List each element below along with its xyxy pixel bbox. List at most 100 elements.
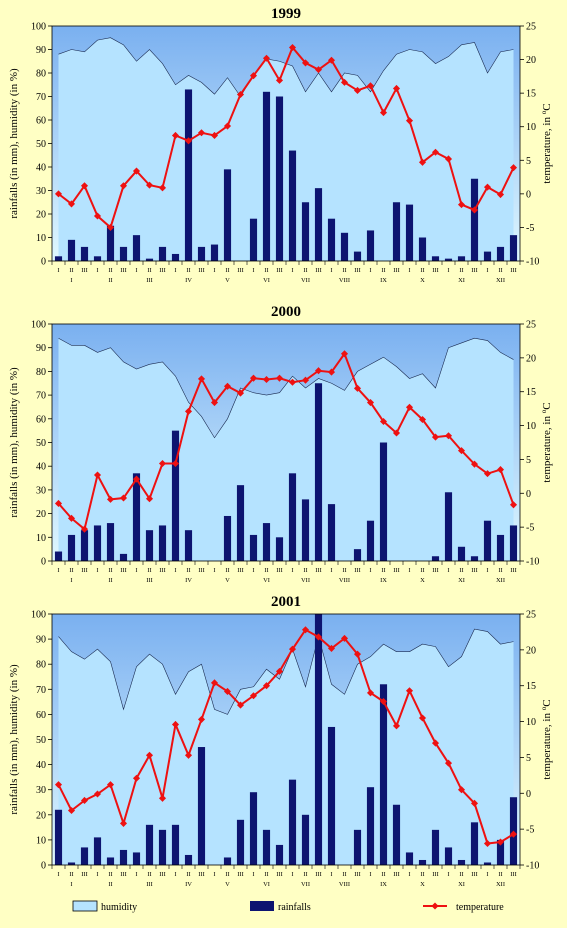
right-axis-unit: C [541,103,553,110]
rainfall-bar [275,537,284,561]
decade-label: I [135,567,137,574]
temperature-marker [496,190,505,199]
temperature-marker [366,689,375,697]
decade-label: I [96,567,98,574]
rainfall-bar [457,546,466,561]
temperature-marker [314,66,323,74]
decade-label: III [198,567,205,574]
month-label: III [146,577,153,584]
temperature-marker [340,78,349,86]
rainfall-bar [431,556,440,561]
decade-label: II [69,567,73,574]
temperature-marker [132,774,141,782]
temperature-marker [340,634,349,642]
month-label: XII [496,881,505,888]
right-tick-label: 5 [526,753,531,764]
right-axis-unit: C [541,699,553,706]
left-tick-label: 70 [36,391,46,402]
temperature-marker [67,514,76,522]
rainfall-bar [54,551,63,561]
left-tick-label: 10 [36,533,46,544]
temperature-marker [275,76,284,84]
right-tick-label: 25 [526,22,536,33]
month-label: I [70,577,72,584]
rainfall-bar [249,218,258,261]
rainfall-bar [444,258,453,261]
left-tick-label: 80 [36,367,46,378]
left-tick-label: 30 [36,485,46,496]
decade-label: III [432,567,439,574]
decade-label: III [393,871,400,878]
temperature-marker [379,109,388,117]
decade-label: I [369,871,371,878]
left-tick-label: 80 [36,69,46,80]
right-tick-label: -5 [526,523,534,534]
temperature-marker [106,223,115,231]
temperature-marker [288,378,297,386]
decade-label: I [174,871,176,878]
left-tick-label: 70 [36,685,46,696]
left-tick-label: 0 [41,557,46,568]
rainfall-bar [223,515,232,561]
month-label: XI [458,577,465,584]
legend-temperature-marker [431,902,439,910]
rainfall-bar [262,91,271,261]
rainfall-bar [431,829,440,865]
chart-title: 2001 [271,594,301,610]
decade-label: II [264,871,268,878]
right-axis-unit-sup: o [540,706,548,710]
decade-label: II [381,871,385,878]
rainfall-bar [54,256,63,261]
decade-label: I [135,267,137,274]
rainfall-bar [119,849,128,865]
rainfall-bar [80,847,89,865]
rainfall-bar [223,169,232,261]
decade-label: II [459,567,463,574]
decade-label: I [486,567,488,574]
rainfall-bar [80,530,89,561]
rainfall-bar [80,246,89,261]
temperature-marker [236,389,245,397]
legend-humidity-swatch [72,900,98,912]
right-tick-label: 0 [526,789,531,800]
rainfall-bar [145,824,154,865]
temperature-marker [457,447,466,455]
rainfall-bar [353,549,362,561]
temperature-marker [262,682,271,690]
temperature-marker [470,460,479,468]
month-label: IV [185,277,192,284]
rainfall-bar [301,499,310,561]
rainfall-bar [106,857,115,865]
temperature-marker [457,786,466,794]
right-axis-label-main: temperature, in [541,413,553,482]
temperature-marker [470,799,479,807]
decade-label: I [96,267,98,274]
left-tick-label: 60 [36,116,46,127]
left-tick-label: 30 [36,785,46,796]
temperature-marker [353,384,362,392]
temperature-marker [379,697,388,706]
temperature-marker [67,200,76,208]
temperature-marker [67,806,76,815]
temperature-marker [184,137,193,145]
decade-label: I [291,567,293,574]
left-tick-label: 50 [36,735,46,746]
temperature-marker [327,368,336,376]
rainfall-bar [158,246,167,261]
right-axis-unit-sup: o [540,409,548,413]
decade-label: III [354,567,361,574]
rainfall-bar [184,89,193,261]
decade-label: III [354,871,361,878]
left-tick-label: 20 [36,810,46,821]
decade-label: II [420,567,424,574]
decade-label: III [237,871,244,878]
left-tick-label: 40 [36,163,46,174]
rainfall-bar [509,525,518,561]
decade-label: II [342,567,346,574]
decade-label: III [81,267,88,274]
rainfall-bar [184,854,193,865]
decade-label: I [330,267,332,274]
rainfall-bar [301,814,310,865]
